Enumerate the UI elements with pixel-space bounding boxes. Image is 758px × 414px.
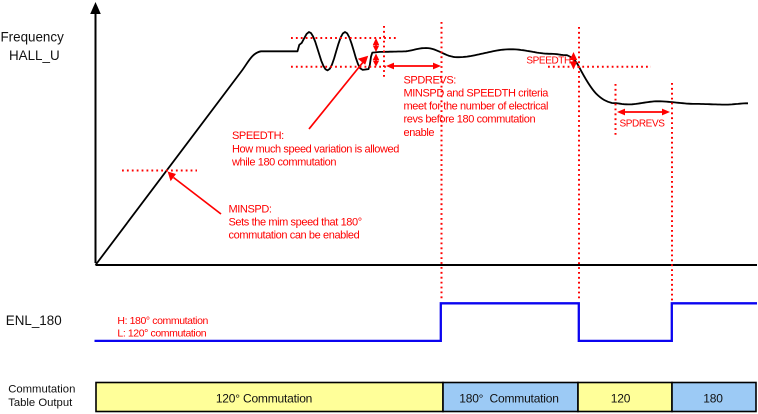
svg-text:revs before 180 commutation: revs before 180 commutation <box>404 114 536 126</box>
svg-text:180° Commutation: 180° Commutation <box>459 391 558 405</box>
svg-text:Sets the mim speed that 180°: Sets the mim speed that 180° <box>229 217 362 229</box>
svg-text:SPEEDTH:: SPEEDTH: <box>232 130 284 142</box>
svg-text:HALL_U: HALL_U <box>9 48 60 63</box>
svg-text:Commutation: Commutation <box>8 384 75 396</box>
svg-text:SPDREVS: SPDREVS <box>620 119 666 130</box>
svg-text:120° Commutation: 120° Commutation <box>216 391 312 405</box>
svg-text:commutation can be enabled: commutation can be enabled <box>229 230 360 242</box>
svg-text:MINSPD and SPEEDTH criteria: MINSPD and SPEEDTH criteria <box>404 88 550 100</box>
svg-text:SPEEDTH: SPEEDTH <box>526 55 571 66</box>
svg-text:L: 120° commutation: L: 120° commutation <box>117 327 206 339</box>
svg-text:SPDREVS:: SPDREVS: <box>404 74 457 86</box>
svg-text:meet for the number of electri: meet for the number of electrical <box>404 101 549 113</box>
svg-text:Table Output: Table Output <box>8 397 73 409</box>
svg-text:H: 180° commutation: H: 180° commutation <box>117 315 208 327</box>
svg-text:ENL_180: ENL_180 <box>6 313 62 328</box>
svg-text:How much speed variation is al: How much speed variation is allowed <box>232 143 399 155</box>
svg-text:Frequency: Frequency <box>1 30 65 45</box>
svg-text:enable: enable <box>404 127 435 139</box>
svg-text:MINSPD:: MINSPD: <box>229 203 272 215</box>
svg-text:180: 180 <box>703 391 723 405</box>
svg-text:while 180 commutation: while 180 commutation <box>231 157 336 169</box>
svg-text:120: 120 <box>611 391 631 405</box>
